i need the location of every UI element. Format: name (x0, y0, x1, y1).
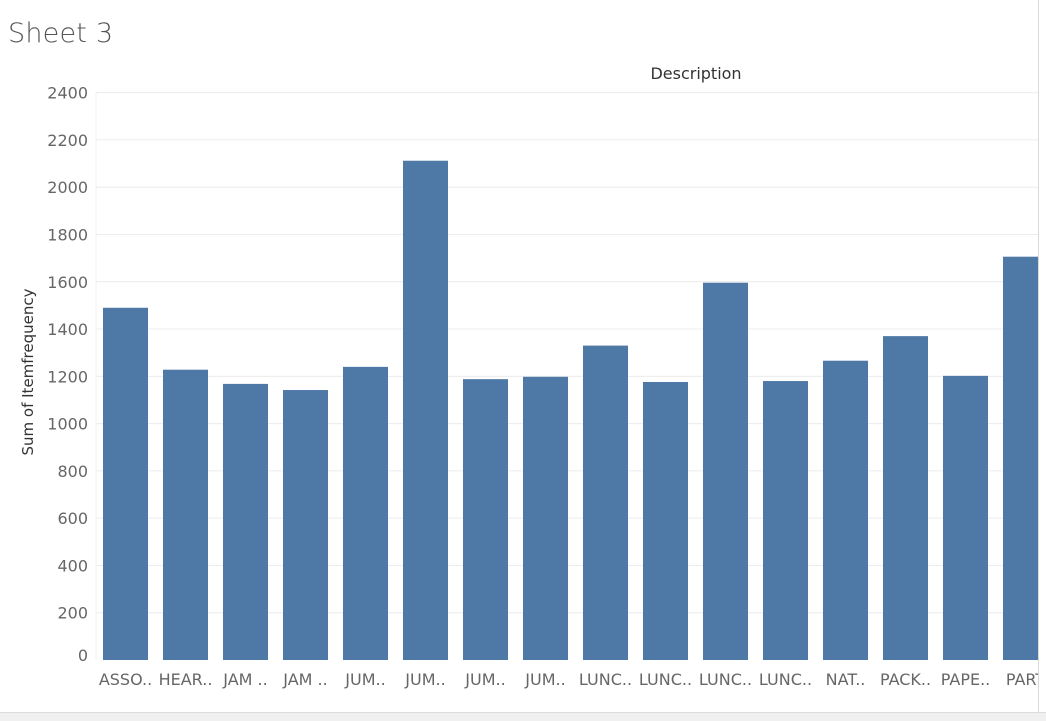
bar[interactable] (823, 360, 868, 660)
y-axis-ticks: 0 200 400 600 800 1000 1200 1400 1600 1800 2000 220… (47, 84, 88, 665)
x-tick-label: PART (1006, 670, 1046, 689)
bar[interactable] (223, 383, 268, 660)
x-tick-label: LUNC.. (699, 670, 752, 689)
column-header: Description (650, 64, 742, 83)
bar[interactable] (163, 369, 208, 660)
y-tick-label: 1800 (47, 225, 88, 244)
y-tick-label: 2000 (47, 178, 88, 197)
y-tick-label: 600 (57, 509, 88, 528)
y-tick-label: 1600 (47, 273, 88, 292)
bar[interactable] (643, 381, 688, 660)
y-tick-label: 800 (57, 462, 88, 481)
bar[interactable] (523, 376, 568, 660)
y-tick-label: 200 (57, 604, 88, 623)
bar[interactable] (943, 375, 988, 660)
y-tick-label: 1400 (47, 320, 88, 339)
x-tick-label: PAPE.. (941, 670, 991, 689)
bar[interactable] (1003, 256, 1046, 660)
y-tick-label: 1200 (47, 367, 88, 386)
x-tick-label: JUM.. (404, 670, 445, 689)
bar[interactable] (343, 366, 388, 660)
bar[interactable] (703, 282, 748, 660)
bar[interactable] (763, 381, 808, 660)
y-tick-label: 2200 (47, 131, 88, 150)
bar[interactable] (883, 336, 928, 660)
sheet-title: Sheet 3 (8, 18, 114, 49)
x-tick-label: HEAR.. (159, 670, 213, 689)
y-tick-label: 0 (78, 646, 88, 665)
x-tick-label: PACK.. (880, 670, 931, 689)
x-tick-label: JAM .. (222, 670, 267, 689)
bottom-scroll-area (0, 712, 1046, 721)
x-tick-label: LUNC.. (579, 670, 632, 689)
x-tick-label: LUNC.. (639, 670, 692, 689)
y-tick-label: 2400 (47, 84, 88, 103)
x-tick-label: JUM.. (464, 670, 505, 689)
bar[interactable] (103, 307, 148, 660)
bar[interactable] (583, 345, 628, 660)
x-tick-label: JAM .. (282, 670, 327, 689)
y-axis-label: Sum of Itemfrequency (19, 288, 37, 455)
bar[interactable] (403, 160, 448, 660)
x-tick-label: LUNC.. (759, 670, 812, 689)
x-tick-label: ASSO.. (99, 670, 152, 689)
x-axis-ticks: ASSO.. HEAR.. JAM .. JAM .. JUM.. JUM.. JUM.. J… (99, 670, 1046, 689)
pane-divider (1038, 0, 1039, 712)
bar[interactable] (283, 390, 328, 660)
x-tick-label: JUM.. (344, 670, 385, 689)
bar[interactable] (463, 379, 508, 660)
y-tick-label: 400 (57, 556, 88, 575)
bars (103, 160, 1046, 660)
x-tick-label: NAT.. (826, 670, 866, 689)
y-tick-label: 1000 (47, 415, 88, 434)
x-tick-label: JUM.. (524, 670, 565, 689)
